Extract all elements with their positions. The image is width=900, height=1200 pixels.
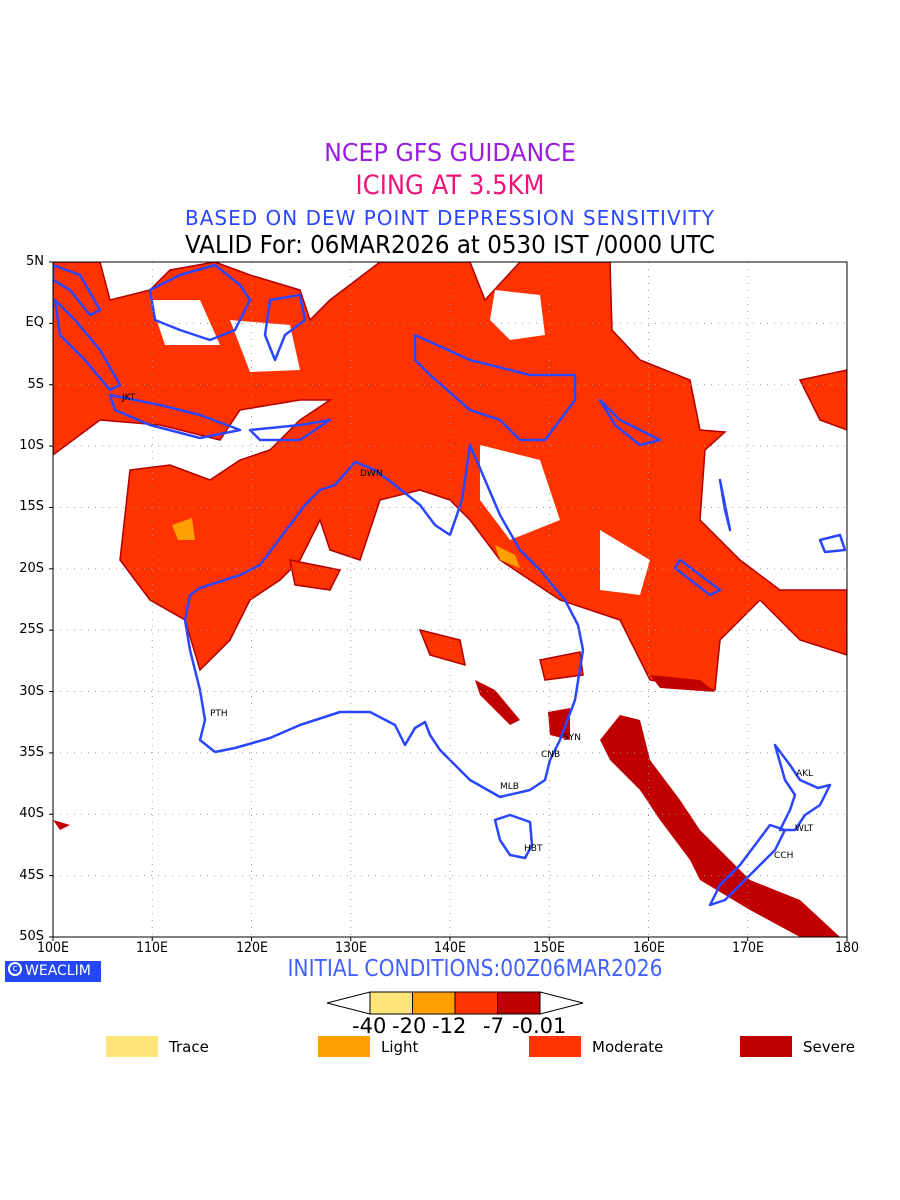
vanuatu-coast <box>718 478 732 532</box>
fiji-coast <box>818 533 847 554</box>
sumatra-coast <box>53 298 122 392</box>
longitude-label: 160E <box>632 940 665 956</box>
graticule <box>53 262 847 937</box>
legend-swatch-severe <box>740 1036 792 1057</box>
legend-swatch-trace <box>106 1036 158 1057</box>
new-guinea-coast <box>413 333 577 442</box>
latitude-label: 30S <box>19 683 44 699</box>
legend-label: Light <box>381 1038 419 1056</box>
colorbar-tick-label: -7 <box>483 1014 504 1038</box>
longitude-label: 100E <box>36 940 70 956</box>
copyright-icon: c <box>8 962 22 976</box>
city-label: PTH <box>210 709 228 719</box>
legend-label: Severe <box>803 1038 855 1056</box>
city-label: JKT <box>121 393 136 403</box>
latitude-label: EQ <box>25 315 44 331</box>
city-label: MLB <box>500 782 519 792</box>
latitude-label: 15S <box>19 499 44 515</box>
latitude-label: 25S <box>19 622 44 638</box>
latitude-label: 40S <box>19 806 44 822</box>
logo-text: WEACLIM <box>25 963 91 979</box>
legend-label: Moderate <box>592 1038 664 1056</box>
latitude-label: 35S <box>19 744 44 760</box>
colorbar-tick-label: -40 <box>352 1014 387 1038</box>
legend-label: Trace <box>169 1038 209 1056</box>
coastlines <box>53 263 847 907</box>
nz-south-coast <box>708 823 787 907</box>
city-label: SYN <box>563 733 581 743</box>
city-label: DWN <box>360 469 383 479</box>
latitude-label: 5N <box>26 254 44 269</box>
tasmania-coast <box>493 813 534 860</box>
latitude-label: 20S <box>19 560 44 576</box>
city-label: AKL <box>796 769 813 779</box>
axis-ticks <box>49 261 848 941</box>
colorbar-tick-label: -0.01 <box>512 1014 567 1038</box>
longitude-label: 180 <box>834 940 860 956</box>
latitude-label: 10S <box>19 438 44 454</box>
australia-coast <box>183 443 585 799</box>
valid-time: VALID For: 06MAR2026 at 0530 IST /0000 U… <box>184 230 716 259</box>
longitude-label: 140E <box>433 940 467 956</box>
longitude-label: 130E <box>334 940 367 956</box>
chart-title-product: ICING AT 3.5KM <box>355 170 545 201</box>
icing-light-regions <box>172 518 520 568</box>
initial-conditions: INITIAL CONDITIONS:00Z06MAR2026 <box>287 956 663 982</box>
nz-north-coast <box>773 743 832 832</box>
java-coast <box>108 393 242 440</box>
longitude-label: 120E <box>235 940 268 956</box>
legend-swatch-light <box>318 1036 370 1057</box>
solomon-coast <box>598 398 662 447</box>
chart-title-model: NCEP GFS GUIDANCE <box>324 138 576 167</box>
city-label: HBT <box>524 844 543 854</box>
colorbar-tick-label: -20 <box>392 1014 427 1038</box>
icing-severe-regions <box>53 675 840 937</box>
latitude-label: 45S <box>19 867 44 883</box>
longitude-label: 150E <box>533 940 566 956</box>
longitude-label: 170E <box>731 940 764 956</box>
city-label: CNB <box>541 750 560 760</box>
longitude-label: 110E <box>136 940 169 956</box>
chart-subtitle: BASED ON DEW POINT DEPRESSION SENSITIVIT… <box>185 206 715 230</box>
weaclim-logo: c WEACLIM <box>5 961 101 982</box>
timor-coast <box>248 418 332 442</box>
sulawesi-coast <box>263 293 307 362</box>
colorbar-tick-label: -12 <box>432 1014 467 1038</box>
latitude-label: 5S <box>27 376 44 392</box>
legend-swatch-moderate <box>529 1036 581 1057</box>
new-caledonia-coast <box>673 558 722 597</box>
city-label: CCH <box>774 851 793 861</box>
city-label: WLT <box>795 824 814 834</box>
latitude-label: 50S <box>19 929 44 944</box>
malaya-coast <box>53 263 102 317</box>
city-labels: JKT DWN PTH SYN CNB MLB HBT AKL WLT CCH <box>121 393 814 861</box>
borneo-coast <box>148 263 252 342</box>
